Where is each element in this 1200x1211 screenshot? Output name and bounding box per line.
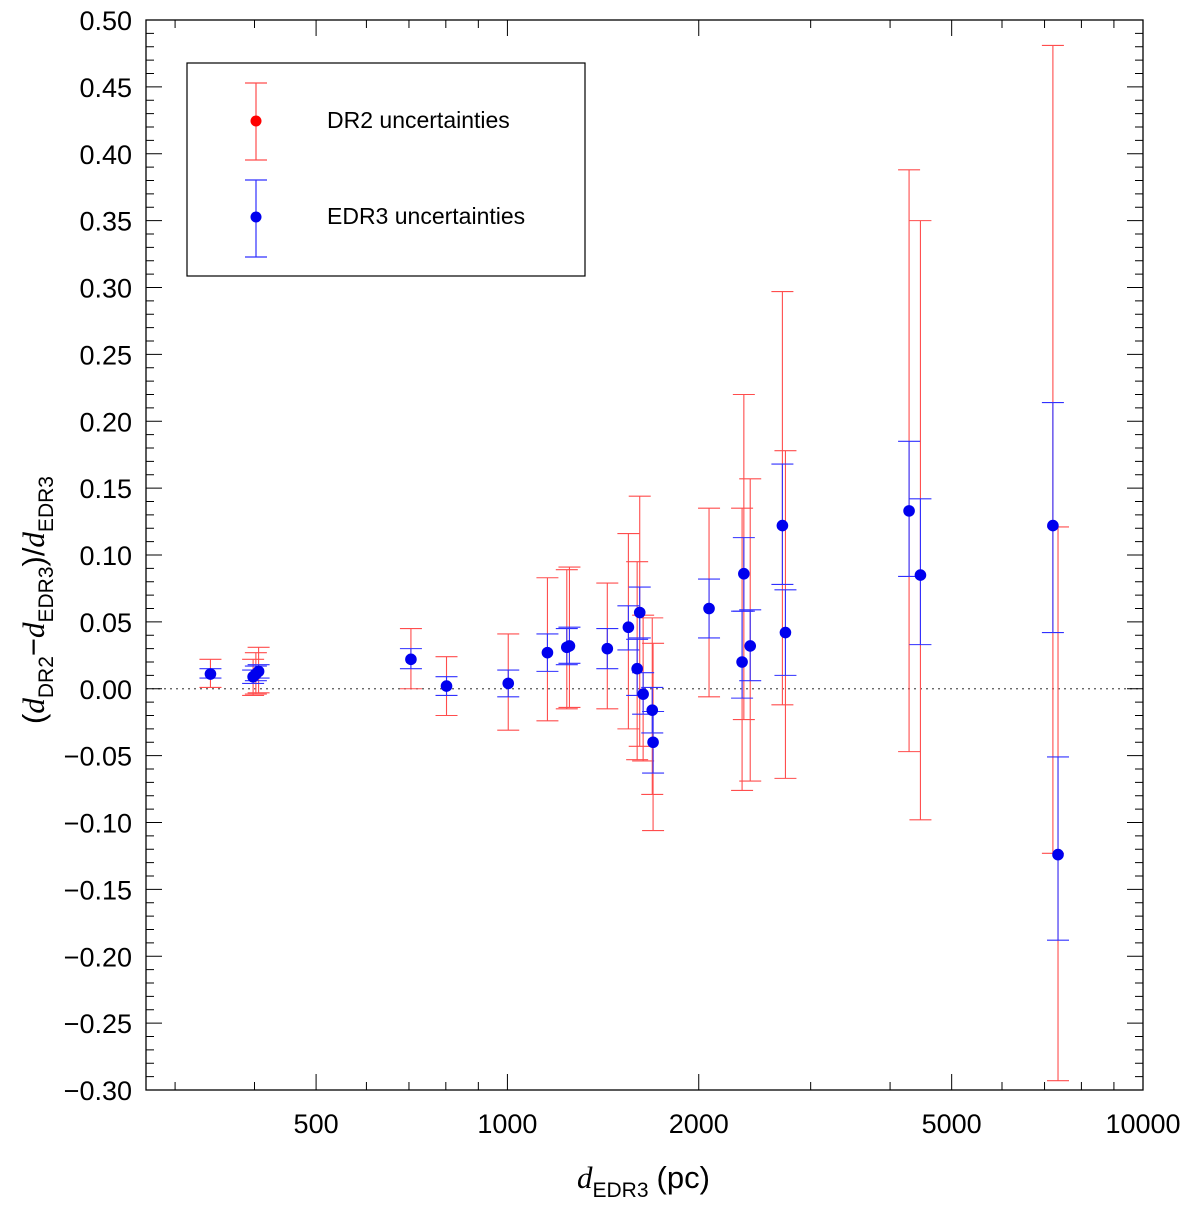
y-tick-label: 0.10: [79, 541, 132, 571]
edr3-error-bar: [1041, 401, 1064, 634]
data-point: [903, 505, 915, 517]
y-axis-open: (: [16, 713, 51, 724]
y-tick-label: 0.15: [79, 474, 132, 504]
legend-label-edr3: EDR3 uncertainties: [327, 203, 525, 229]
y-tick-label: −0.20: [64, 942, 132, 972]
plot-frame: [145, 19, 1144, 1091]
x-axis-var: d: [577, 1160, 593, 1195]
y-tick-label: 0.40: [79, 140, 132, 170]
x-tick-label: 5000: [922, 1109, 982, 1139]
x-axis-sub: EDR3: [593, 1179, 649, 1202]
y-axis-minus: −: [16, 638, 51, 656]
x-axis-title: dEDR3 (pc): [577, 1160, 710, 1202]
data-point: [622, 621, 635, 634]
data-point: [405, 653, 417, 666]
y-axis-s1: DR2: [35, 656, 58, 698]
data-point: [637, 688, 649, 700]
y-tick-label: −0.05: [64, 742, 132, 772]
legend-box: [186, 62, 586, 277]
data-point: [646, 704, 659, 716]
data-point: [601, 642, 614, 655]
data-point: [703, 602, 715, 615]
data-point: [1047, 519, 1059, 532]
y-tick-label: 0.25: [79, 340, 132, 370]
y-axis-v2: d: [16, 622, 51, 638]
y-tick-label: 0.50: [79, 6, 132, 36]
y-axis-v3: d: [16, 532, 51, 548]
legend-dr2-marker: [245, 82, 267, 161]
tick-labels: −0.30 −0.25 −0.20 −0.15 −0.10 −0.05 0.00 0.05 0.…: [64, 6, 1181, 1139]
data-point: [541, 646, 554, 659]
data-point: [744, 640, 757, 652]
data-point: [779, 626, 792, 639]
y-axis-close: )/: [16, 547, 51, 566]
y-tick-label: 0.45: [79, 73, 132, 103]
y-tick-label: 0.35: [79, 207, 132, 237]
data-point: [563, 640, 576, 652]
data-point: [252, 665, 265, 678]
y-tick-label: 0.20: [79, 407, 132, 437]
y-axis-s3: EDR3: [35, 476, 58, 532]
y-axis-s2: EDR3: [35, 566, 58, 622]
legend: DR2 uncertainties EDR3 uncertainties: [186, 62, 586, 277]
data-point: [736, 656, 748, 668]
y-tick-label: 0.00: [79, 675, 132, 705]
y-tick-label: −0.15: [64, 875, 132, 905]
x-axis-unit: (pc): [657, 1160, 710, 1195]
y-tick-label: 0.05: [79, 608, 132, 638]
data-point: [1052, 848, 1064, 861]
data-point: [633, 606, 646, 619]
y-tick-label: −0.30: [64, 1076, 132, 1106]
data-point: [776, 519, 789, 532]
data-points: [204, 505, 1064, 861]
x-tick-label: 500: [294, 1109, 339, 1139]
edr3-error-bar: [1047, 756, 1070, 941]
x-tick-label: 10000: [1105, 1109, 1180, 1139]
y-axis-v1: d: [16, 698, 51, 714]
data-point: [738, 567, 750, 580]
x-tick-label: 2000: [669, 1109, 729, 1139]
data-point: [440, 680, 453, 692]
y-tick-label: −0.10: [64, 809, 132, 839]
data-point: [502, 677, 515, 690]
x-tick-label: 1000: [477, 1109, 537, 1139]
y-tick-label: −0.25: [64, 1009, 132, 1039]
axis-ticks: [146, 19, 1144, 1091]
y-axis-title: (dDR2−dEDR3)/dEDR3: [16, 476, 58, 724]
data-point: [631, 662, 643, 675]
data-point: [647, 736, 659, 749]
data-point: [914, 569, 927, 581]
legend-edr3-marker: [245, 179, 267, 258]
data-point: [204, 668, 217, 680]
legend-label-dr2: DR2 uncertainties: [327, 107, 510, 133]
y-tick-label: 0.30: [79, 274, 132, 304]
